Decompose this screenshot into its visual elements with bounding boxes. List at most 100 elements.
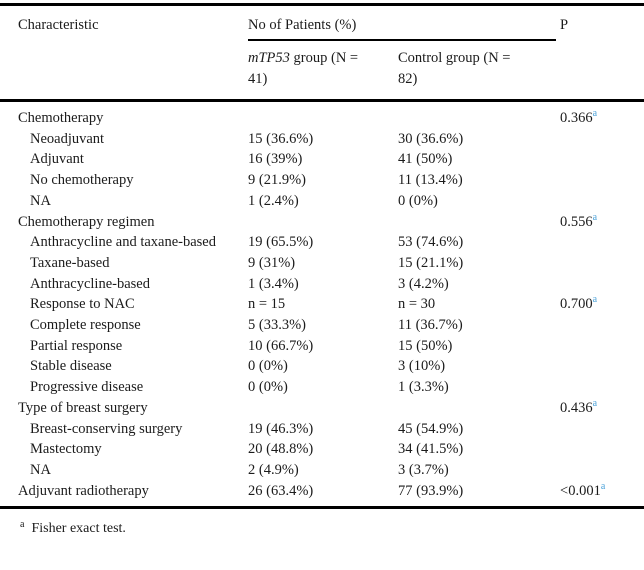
p-value-cell <box>556 377 644 398</box>
footnote-text: Fisher exact test. <box>31 521 126 537</box>
p-value-cell <box>556 191 644 212</box>
mtp53-value-cell: 16 (39%) <box>248 151 303 168</box>
mtp53-value-cell: 15 (36.6%) <box>248 130 314 147</box>
characteristic-cell: Taxane-based <box>30 254 110 271</box>
mtp53-value-cell: 1 (3.4%) <box>248 275 299 292</box>
p-value-cell <box>556 356 644 377</box>
table-row: NA 1 (2.4%) 0 (0%) <box>0 191 644 212</box>
patient-characteristics-table: Characteristic No of Patients (%) P mTP5… <box>0 3 644 509</box>
control-value-cell <box>398 212 556 233</box>
p-value-cell <box>556 336 644 357</box>
p-value-cell <box>556 419 644 440</box>
control-value-cell: 1 (3.3%) <box>398 379 449 396</box>
table-row: Stable disease 0 (0%) 3 (10%) <box>0 356 644 377</box>
p-header-label: P <box>560 17 569 33</box>
table-row: Anthracycline and taxane-based 19 (65.5%)… <box>0 232 644 253</box>
mtp53-value-cell: 9 (21.9%) <box>248 172 306 189</box>
characteristic-cell: Chemotherapy regimen <box>18 213 155 230</box>
column-header-characteristic: Characteristic <box>0 5 248 101</box>
table-row: Chemotherapy regimen 0.556a <box>0 212 644 233</box>
table-row: Chemotherapy 0.366a <box>0 101 644 129</box>
characteristic-cell: Stable disease <box>30 358 112 375</box>
control-group-label: Control group (N = 82) <box>398 50 511 87</box>
mtp53-value-cell: 1 (2.4%) <box>248 192 299 209</box>
characteristic-cell: Partial response <box>30 337 123 354</box>
p-value: <0.001 <box>560 482 601 499</box>
characteristic-cell: Response to NAC <box>30 296 135 313</box>
table-row: Adjuvant 16 (39%) 41 (50%) <box>0 149 644 170</box>
p-value-cell <box>556 232 644 253</box>
characteristic-cell: Anthracycline and taxane-based <box>30 234 216 251</box>
control-value-cell: 11 (13.4%) <box>398 172 463 189</box>
control-value-cell: 34 (41.5%) <box>398 441 464 458</box>
column-header-p: P <box>556 5 644 101</box>
control-value-cell: 15 (21.1%) <box>398 254 464 271</box>
control-value-cell: 3 (3.7%) <box>398 461 449 478</box>
mtp53-value-cell: 5 (33.3%) <box>248 317 306 334</box>
characteristic-cell: Breast-conserving surgery <box>30 420 183 437</box>
table-row: Progressive disease 0 (0%) 1 (3.3%) <box>0 377 644 398</box>
characteristic-cell: Adjuvant <box>30 151 84 168</box>
table-row: Neoadjuvant 15 (36.6%) 30 (36.6%) <box>0 129 644 150</box>
mtp53-value-cell: 0 (0%) <box>248 379 288 396</box>
control-value-cell: 3 (10%) <box>398 358 446 375</box>
table-row: Mastectomy 20 (48.8%) 34 (41.5%) <box>0 439 644 460</box>
mtp53-value-cell: 0 (0%) <box>248 358 288 375</box>
p-value: 0.366 <box>560 110 593 126</box>
characteristic-cell: Adjuvant radiotherapy <box>18 482 149 499</box>
control-value-cell: 41 (50%) <box>398 151 453 168</box>
footnote-marker: a <box>20 518 25 530</box>
p-value-cell: 0.436a <box>556 398 644 419</box>
mtp53-value-cell: 10 (66.7%) <box>248 337 314 354</box>
p-value-cell: 0.700a <box>556 294 644 315</box>
p-value-cell <box>556 253 644 274</box>
table-body: Chemotherapy 0.366a Neoadjuvant 15 (36.6%) 3… <box>0 101 644 508</box>
mtp53-value-cell <box>248 212 398 233</box>
p-value-cell: 0.366a <box>556 101 644 129</box>
control-value-cell: 45 (54.9%) <box>398 420 464 437</box>
column-subheader-mtp53: mTP53 group (N = 41) <box>248 40 398 101</box>
control-value-cell: 30 (36.6%) <box>398 130 464 147</box>
p-footnote-marker: a <box>592 108 598 120</box>
p-value: 0.700 <box>560 296 593 313</box>
table-row: Adjuvant radiotherapy 26 (63.4%) 77 (93.9%… <box>0 481 644 508</box>
control-value-cell <box>398 398 556 419</box>
p-footnote-marker: a <box>592 398 598 410</box>
mtp53-gene-label: mTP53 <box>248 50 290 66</box>
characteristic-cell: Type of breast surgery <box>18 399 148 416</box>
table-row: Taxane-based 9 (31%) 15 (21.1%) <box>0 253 644 274</box>
header-row-2: mTP53 group (N = 41) Control group (N = … <box>0 40 644 101</box>
characteristic-cell: No chemotherapy <box>30 172 134 189</box>
characteristic-cell: Chemotherapy <box>18 110 104 126</box>
characteristic-cell: Progressive disease <box>30 379 144 396</box>
table-row: Anthracycline-based 1 (3.4%) 3 (4.2%) <box>0 274 644 295</box>
p-footnote-marker: a <box>600 480 606 492</box>
p-value-cell <box>556 315 644 336</box>
table-row: Complete response 5 (33.3%) 11 (36.7%) <box>0 315 644 336</box>
mtp53-value-cell: 9 (31%) <box>248 254 296 271</box>
mtp53-value-cell <box>248 398 398 419</box>
characteristic-cell: Mastectomy <box>30 441 102 458</box>
p-value-cell <box>556 170 644 191</box>
p-footnote-marker: a <box>592 294 598 306</box>
p-value: 0.436 <box>560 399 593 416</box>
footnote: a Fisher exact test. <box>20 518 644 538</box>
control-value-cell: 53 (74.6%) <box>398 234 464 251</box>
control-value-cell: 77 (93.9%) <box>398 482 464 499</box>
characteristic-cell: Neoadjuvant <box>30 130 105 147</box>
mtp53-value-cell: 26 (63.4%) <box>248 482 314 499</box>
mtp53-value-cell: 19 (46.3%) <box>248 420 314 437</box>
table-row: Type of breast surgery 0.436a <box>0 398 644 419</box>
control-value-cell <box>398 101 556 129</box>
characteristic-cell: Complete response <box>30 317 141 334</box>
patients-group-header-label: No of Patients (%) <box>248 17 357 33</box>
control-value-cell: 15 (50%) <box>398 337 453 354</box>
header-row-1: Characteristic No of Patients (%) P <box>0 4 644 41</box>
mtp53-value-cell: 20 (48.8%) <box>248 441 314 458</box>
characteristic-cell: NA <box>30 192 51 209</box>
p-value-cell <box>556 149 644 170</box>
table-row: Partial response 10 (66.7%) 15 (50%) <box>0 336 644 357</box>
mtp53-value-cell: 19 (65.5%) <box>248 234 314 251</box>
control-value-cell: 3 (4.2%) <box>398 275 449 292</box>
